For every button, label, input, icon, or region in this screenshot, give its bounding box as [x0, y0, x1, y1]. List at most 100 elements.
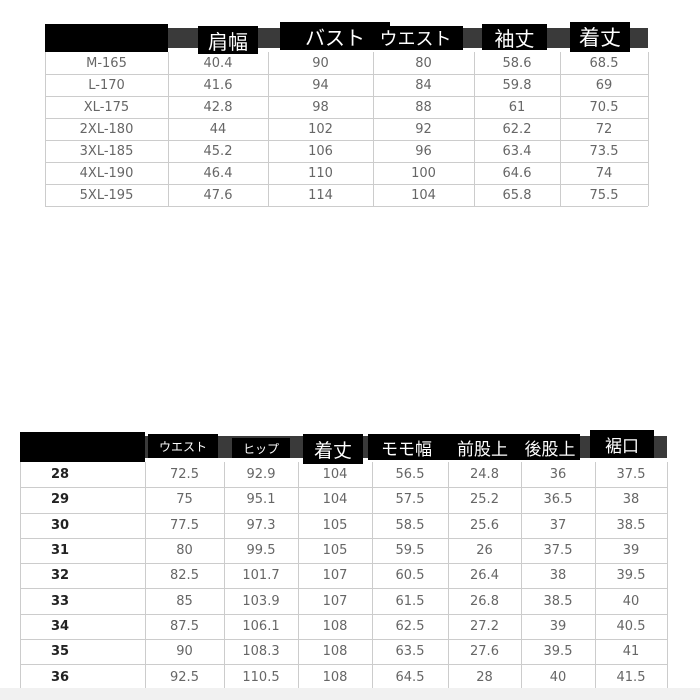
measurement-cell: 64.5	[395, 669, 425, 685]
measurement-cell: 28	[476, 669, 493, 685]
column-divider	[474, 52, 475, 206]
column-divider	[268, 52, 269, 206]
measurement-cell: 59.8	[502, 77, 532, 93]
measurement-cell: 87.5	[170, 618, 199, 634]
column-divider	[45, 52, 46, 206]
table-row: 31 80 99.5 105 59.5 26 37.5 39	[20, 538, 667, 565]
column-divider	[648, 52, 649, 206]
measurement-cell: 70.5	[589, 99, 619, 115]
size-label: 36	[50, 669, 70, 685]
measurement-cell: 61.5	[395, 593, 425, 609]
measurement-cell: 75.5	[589, 187, 619, 203]
measurement-cell: 107	[322, 568, 348, 584]
size-label: XL-175	[83, 99, 130, 115]
measurement-cell: 44	[209, 121, 227, 137]
measurement-cell: 110	[308, 165, 333, 181]
measurement-cell: 59.5	[395, 543, 425, 559]
measurement-cell: 108	[322, 669, 348, 685]
measurement-cell: 25.6	[470, 517, 499, 533]
table-header: ウエスト ヒップ 着丈 モモ幅 前股上 後股上 裾口	[20, 430, 667, 464]
measurement-cell: 85	[176, 593, 193, 609]
top-size-table: 肩幅 バスト ウエスト 袖丈 着丈 M-165 40.4 90 80 58.6 68.5 L-170 4…	[45, 22, 649, 207]
measurement-cell: 95.1	[246, 492, 276, 508]
measurement-cell: 39.5	[616, 568, 646, 584]
measurement-cell: 100	[411, 165, 436, 181]
column-header: 肩幅	[198, 26, 258, 54]
measurement-cell: 65.8	[502, 187, 532, 203]
table-row: 35 90 108.3 108 63.5 27.6 39.5 41	[20, 639, 667, 666]
measurement-cell: 41.5	[616, 669, 646, 685]
measurement-cell: 63.5	[395, 644, 425, 660]
measurement-cell: 41	[622, 644, 640, 660]
header-corner	[45, 24, 168, 52]
table-row: XL-175 42.8 98 88 61 70.5	[45, 96, 648, 119]
measurement-cell: 75	[176, 492, 193, 508]
column-divider	[448, 462, 449, 690]
size-label: 34	[50, 618, 70, 634]
measurement-cell: 26.8	[470, 593, 499, 609]
measurement-cell: 99.5	[246, 543, 276, 559]
measurement-cell: 58.5	[395, 517, 425, 533]
size-label: 31	[50, 543, 70, 559]
size-label: 30	[50, 517, 70, 533]
column-divider	[145, 462, 146, 690]
table-row: 32 82.5 101.7 107 60.5 26.4 38 39.5	[20, 563, 667, 590]
measurement-cell: 92	[415, 121, 432, 137]
size-label: 3XL-185	[79, 143, 134, 159]
table-row: 33 85 103.9 107 61.5 26.8 38.5 40	[20, 589, 667, 615]
table-row: 5XL-195 47.6 114 104 65.8 75.5	[45, 184, 648, 207]
size-label: 35	[50, 644, 70, 660]
column-header: 前股上	[445, 434, 520, 460]
column-divider	[168, 52, 169, 206]
measurement-cell: 105	[322, 517, 348, 533]
column-divider	[560, 52, 561, 206]
measurement-cell: 96	[415, 143, 432, 159]
measurement-cell: 25.2	[470, 492, 499, 508]
measurement-cell: 106.1	[242, 618, 280, 634]
measurement-cell: 40.4	[203, 55, 233, 71]
measurement-cell: 64.6	[502, 165, 532, 181]
measurement-cell: 41.6	[203, 77, 233, 93]
measurement-cell: 107	[322, 593, 348, 609]
measurement-cell: 38.5	[616, 517, 646, 533]
table-row: 28 72.5 92.9 104 56.5 24.8 36 37.5	[20, 462, 667, 489]
measurement-cell: 103.9	[242, 593, 280, 609]
measurement-cell: 106	[308, 143, 333, 159]
measurement-cell: 97.3	[246, 517, 276, 533]
measurement-cell: 73.5	[589, 143, 619, 159]
measurement-cell: 37.5	[616, 467, 646, 483]
measurement-cell: 69	[595, 77, 613, 93]
measurement-cell: 62.2	[502, 121, 532, 137]
measurement-cell: 77.5	[170, 517, 199, 533]
measurement-cell: 57.5	[395, 492, 425, 508]
measurement-cell: 88	[415, 99, 432, 115]
measurement-cell: 39	[549, 618, 567, 634]
bottom-bar	[0, 688, 700, 700]
column-header: 袖丈	[482, 24, 547, 51]
measurement-cell: 72.5	[170, 467, 199, 483]
measurement-cell: 92.9	[246, 467, 276, 483]
measurement-cell: 72	[595, 121, 613, 137]
size-label: 33	[50, 593, 70, 609]
measurement-cell: 101.7	[242, 568, 280, 584]
measurement-cell: 58.6	[502, 55, 532, 71]
size-label: M-165	[86, 55, 127, 71]
size-label: L-170	[88, 77, 125, 93]
measurement-cell: 84	[415, 77, 432, 93]
table-row: 36 92.5 110.5 108 64.5 28 40 41.5	[20, 664, 667, 691]
column-header: 後股上	[520, 434, 580, 460]
column-header: 着丈	[303, 434, 363, 464]
measurement-cell: 36.5	[543, 492, 573, 508]
size-label: 28	[50, 467, 70, 483]
measurement-cell: 40	[549, 669, 567, 685]
column-header: ウエスト	[148, 434, 218, 458]
measurement-cell: 104	[322, 492, 348, 508]
table-row: L-170 41.6 94 84 59.8 69	[45, 74, 648, 97]
measurement-cell: 61	[508, 99, 526, 115]
column-header: モモ幅	[368, 434, 445, 460]
measurement-cell: 26	[476, 543, 493, 559]
table-row: 4XL-190 46.4 110 100 64.6 74	[45, 162, 648, 185]
table-header: 肩幅 バスト ウエスト 袖丈 着丈	[45, 22, 648, 54]
measurement-cell: 40	[622, 593, 640, 609]
size-label: 5XL-195	[79, 187, 134, 203]
